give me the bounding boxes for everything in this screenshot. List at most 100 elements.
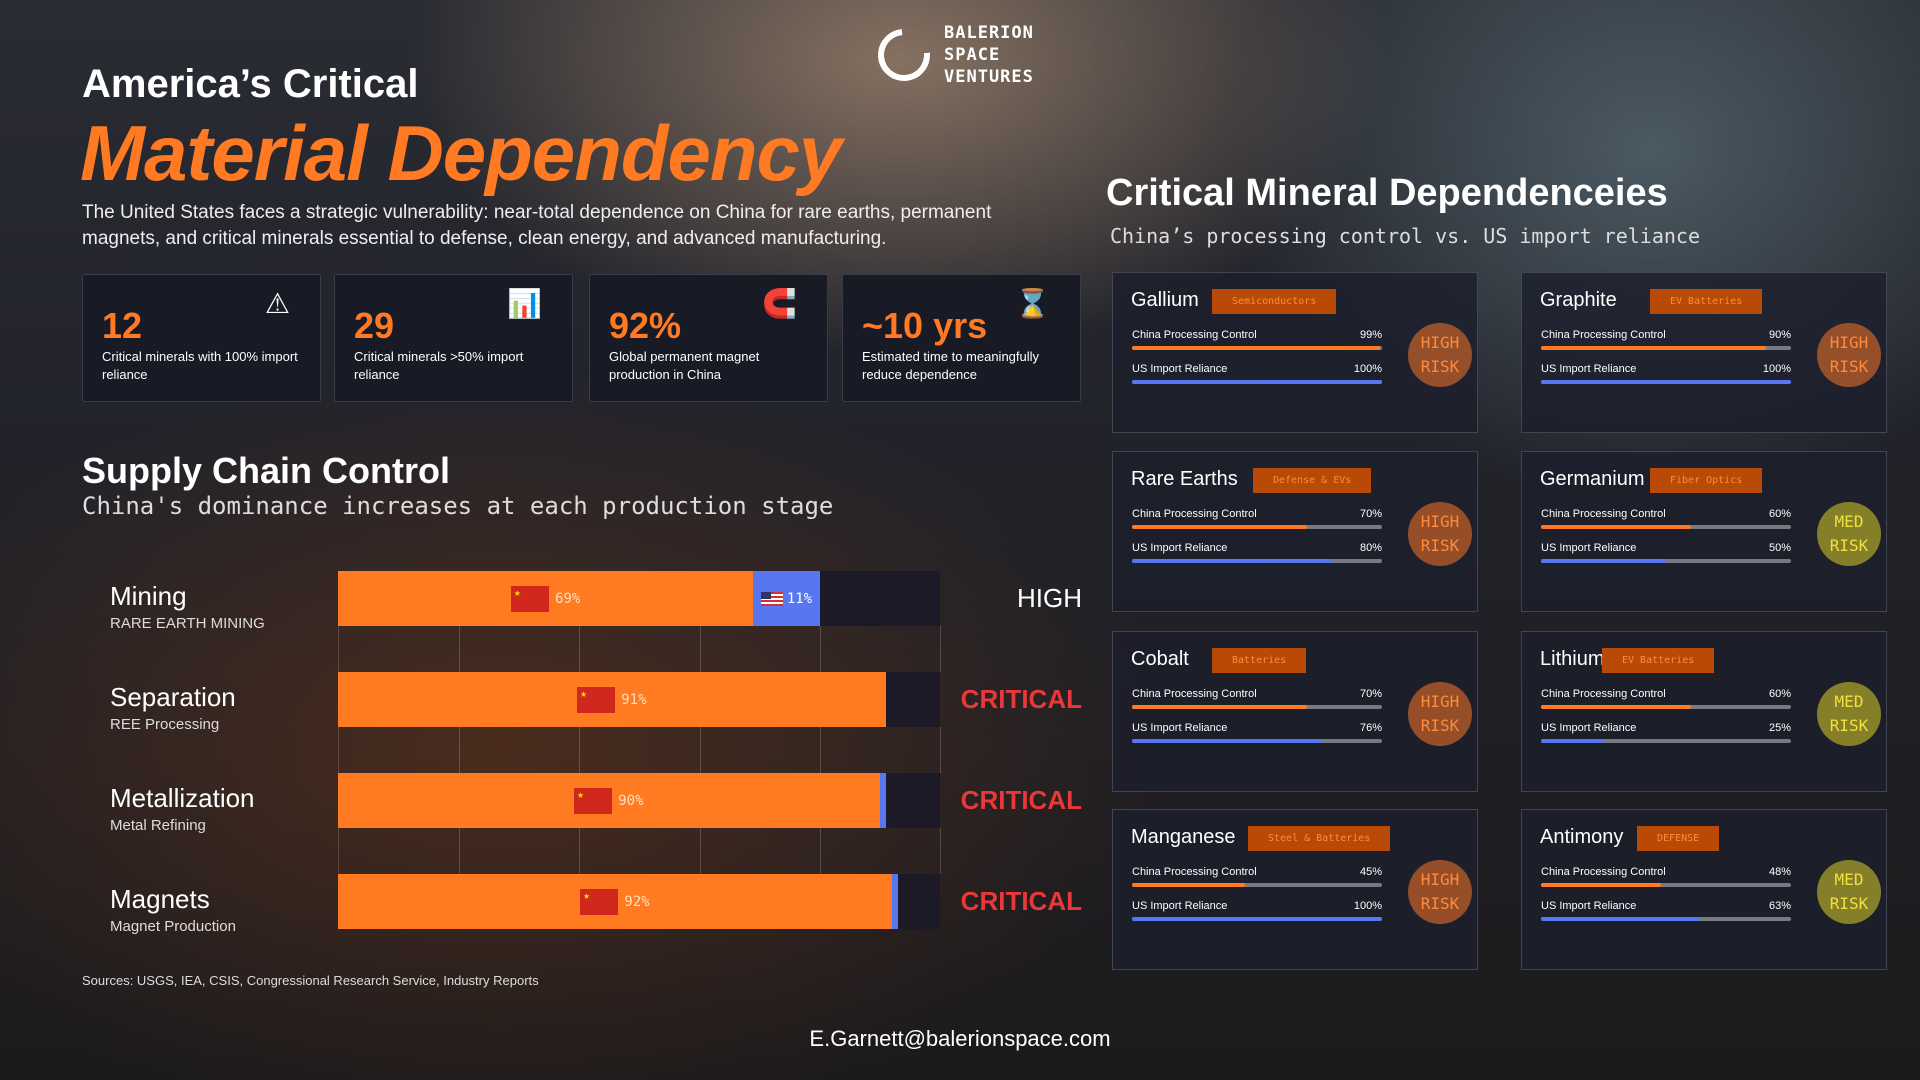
supply-chain-title: Supply Chain Control xyxy=(82,450,450,491)
risk-badge: MED RISK xyxy=(1817,860,1881,924)
us-progress xyxy=(1541,380,1791,384)
china-progress xyxy=(1132,346,1382,350)
grid-band xyxy=(338,626,941,672)
china-flag-icon xyxy=(511,585,550,612)
us-value: 100% xyxy=(1353,363,1382,375)
bar-chart-icon: 📊 xyxy=(507,288,542,319)
china-progress xyxy=(1541,346,1791,350)
warning-icon: ⚠ xyxy=(264,288,290,319)
risk-level: MED xyxy=(1834,512,1864,531)
us-progress xyxy=(1132,739,1382,743)
china-flag-icon xyxy=(577,686,616,713)
mineral-card[interactable]: Germanium Fiber Optics China Processing … xyxy=(1521,451,1887,612)
china-bar-segment: 69% xyxy=(338,571,754,626)
china-bar-segment: 91% xyxy=(338,672,886,727)
stage-sub: Magnet Production xyxy=(110,918,236,935)
brand-line: BALERION xyxy=(944,23,1034,43)
mineral-card[interactable]: Manganese Steel & Batteries China Proces… xyxy=(1112,809,1478,970)
mineral-name: Graphite xyxy=(1540,289,1617,311)
risk-badge: MED RISK xyxy=(1817,502,1881,566)
stat-value: ~10 yrs xyxy=(862,305,988,346)
china-value: 99% xyxy=(1359,329,1382,341)
mineral-name: Lithium xyxy=(1540,648,1605,670)
us-bar-segment xyxy=(891,874,898,929)
mineral-name: Germanium xyxy=(1540,468,1645,490)
hourglass-icon: ⌛ xyxy=(1015,288,1050,319)
mineral-tag: DEFENSE xyxy=(1637,826,1720,851)
mineral-card[interactable]: Graphite EV Batteries China Processing C… xyxy=(1521,272,1887,433)
china-share: 69% xyxy=(555,590,581,607)
us-progress xyxy=(1541,917,1791,921)
risk-badge: HIGH RISK xyxy=(1817,323,1881,387)
china-share: 90% xyxy=(618,792,644,809)
logo-ring-icon xyxy=(867,18,941,92)
china-label: China Processing Control xyxy=(1541,508,1666,520)
stat-label: Estimated time to meaningfully reduce de… xyxy=(862,349,1040,382)
stage-bar: 90% xyxy=(338,773,940,828)
stat-value: 92% xyxy=(609,305,682,346)
stage-bar: 91% xyxy=(338,672,940,727)
page-title-line1: America’s Critical xyxy=(82,62,419,106)
risk-badge: HIGH RISK xyxy=(1408,682,1472,746)
china-progress xyxy=(1132,705,1382,709)
stat-value: 29 xyxy=(354,305,395,346)
stage-name: Separation xyxy=(110,682,236,712)
risk-badge: HIGH RISK xyxy=(1408,323,1472,387)
us-label: US Import Reliance xyxy=(1541,900,1637,912)
stage-bar: 92% xyxy=(338,874,940,929)
us-value: 80% xyxy=(1359,542,1382,554)
china-progress xyxy=(1541,883,1791,887)
brand-logo: BALERION SPACE VENTURES xyxy=(867,18,1034,92)
china-label: China Processing Control xyxy=(1132,329,1257,341)
china-label: China Processing Control xyxy=(1541,688,1666,700)
mineral-card[interactable]: Cobalt Batteries China Processing Contro… xyxy=(1112,631,1478,792)
risk-level: HIGH xyxy=(1420,870,1460,889)
stage-sub: REE Processing xyxy=(110,716,220,733)
china-flag-icon xyxy=(574,787,613,814)
risk-level: HIGH xyxy=(1420,333,1460,352)
risk-word: RISK xyxy=(1829,536,1869,555)
minerals-title: Critical Mineral Dependenceies xyxy=(1106,172,1668,214)
mineral-card[interactable]: Lithium EV Batteries China Processing Co… xyxy=(1521,631,1887,792)
mineral-name: Manganese xyxy=(1131,826,1236,848)
mineral-card[interactable]: Antimony DEFENSE China Processing Contro… xyxy=(1521,809,1887,970)
us-label: US Import Reliance xyxy=(1132,900,1228,912)
china-bar-segment: 90% xyxy=(338,773,880,828)
mineral-card[interactable]: Rare Earths Defense & EVs China Processi… xyxy=(1112,451,1478,612)
mineral-card[interactable]: Gallium Semiconductors China Processing … xyxy=(1112,272,1478,433)
risk-word: RISK xyxy=(1420,716,1460,735)
grid-line xyxy=(819,727,821,773)
page-description: The United States faces a strategic vuln… xyxy=(82,202,992,249)
risk-level: MED xyxy=(1834,870,1864,889)
risk-word: RISK xyxy=(1829,357,1869,376)
stage-name: Mining xyxy=(110,581,187,611)
china-value: 90% xyxy=(1768,329,1791,341)
stat-card: 📊 29 Critical minerals >50% import relia… xyxy=(334,274,573,402)
china-share: 91% xyxy=(621,691,647,708)
stage-status: HIGH xyxy=(1017,583,1082,613)
china-value: 70% xyxy=(1359,688,1382,700)
risk-badge: HIGH RISK xyxy=(1408,502,1472,566)
sources: Sources: USGS, IEA, CSIS, Congressional … xyxy=(82,973,539,988)
mineral-name: Cobalt xyxy=(1131,648,1189,670)
contact-email[interactable]: E.Garnett@balerionspace.com xyxy=(809,1026,1111,1051)
us-progress xyxy=(1132,380,1382,384)
us-value: 76% xyxy=(1359,722,1382,734)
risk-word: RISK xyxy=(1420,536,1460,555)
grid-line xyxy=(699,727,701,773)
risk-level: MED xyxy=(1834,692,1864,711)
mineral-name: Rare Earths xyxy=(1131,468,1238,490)
grid-line xyxy=(940,626,941,672)
grid-line xyxy=(459,727,461,773)
grid-line xyxy=(579,626,581,672)
us-label: US Import Reliance xyxy=(1541,363,1637,375)
risk-level: HIGH xyxy=(1829,333,1869,352)
mineral-tag: Batteries xyxy=(1212,648,1307,673)
stage-name: Magnets xyxy=(110,884,210,914)
us-label: US Import Reliance xyxy=(1132,363,1228,375)
grid-line xyxy=(699,626,701,672)
us-value: 100% xyxy=(1353,900,1382,912)
risk-badge: MED RISK xyxy=(1817,682,1881,746)
china-progress xyxy=(1132,525,1382,529)
page-title-line2: Material Dependency xyxy=(80,109,842,197)
